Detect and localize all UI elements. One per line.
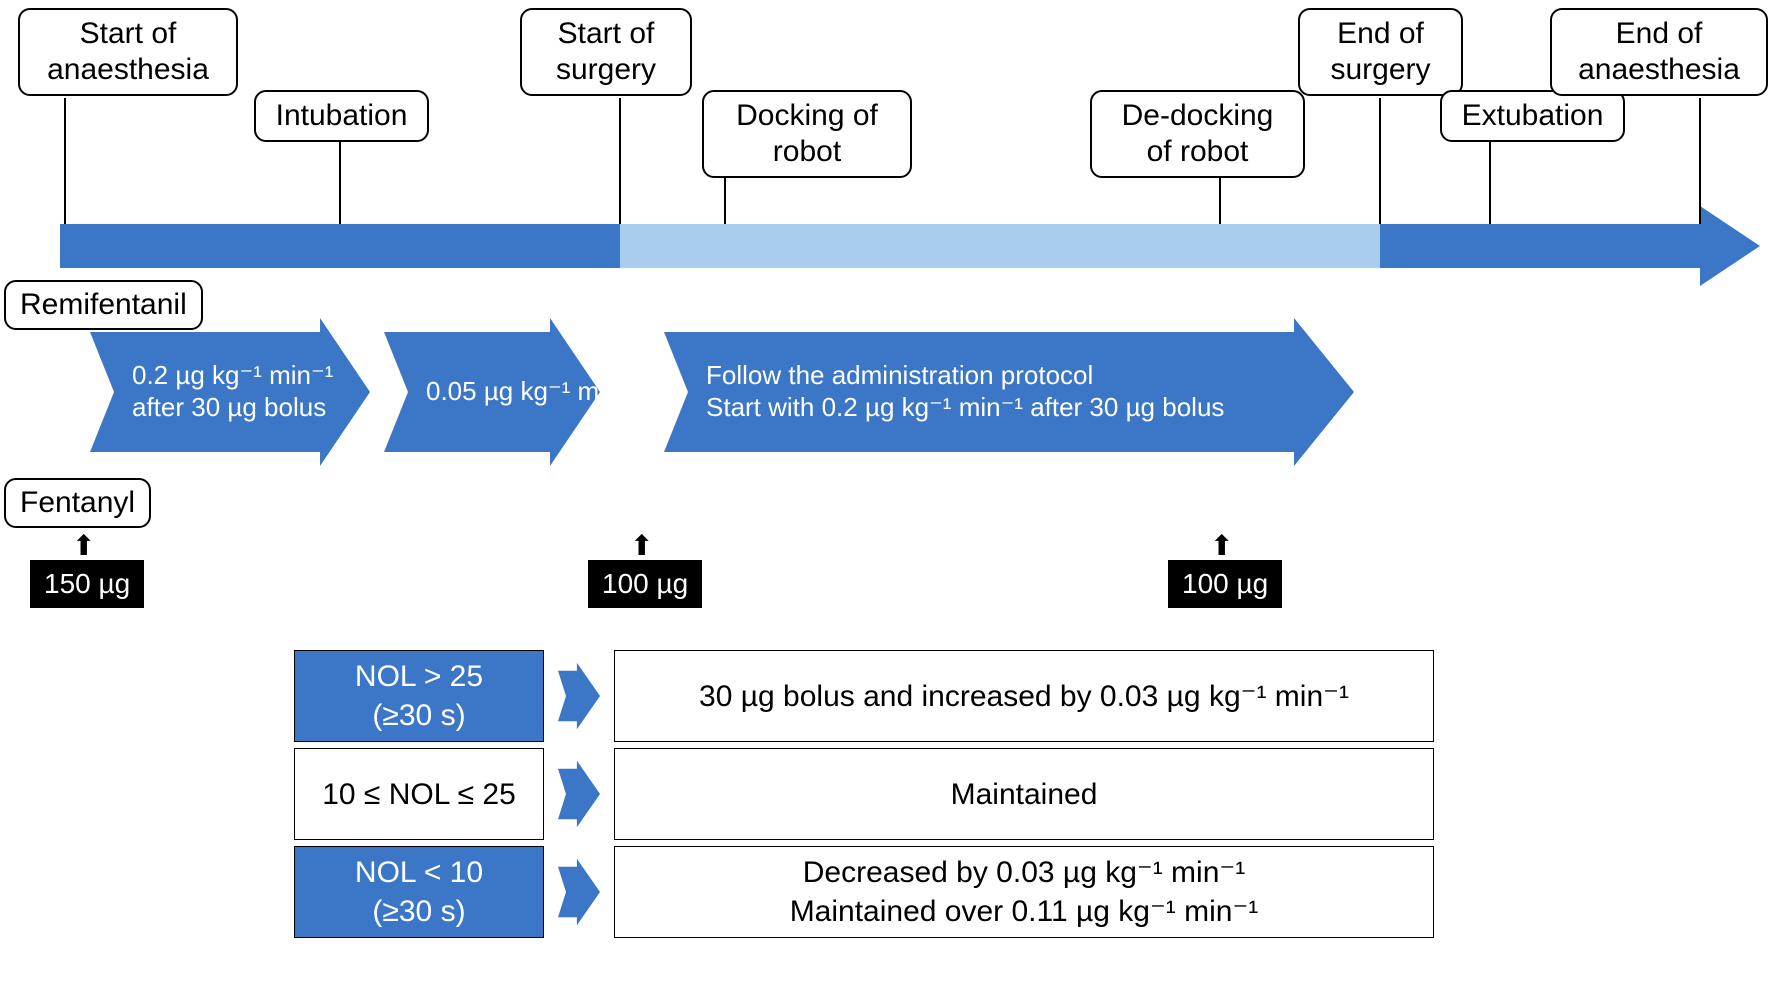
protocol-arrows — [0, 0, 1770, 994]
protocol-arrow-nol-low — [558, 859, 600, 926]
protocol-arrow-nol-high — [558, 663, 600, 730]
protocol-arrow-nol-mid — [558, 761, 600, 828]
